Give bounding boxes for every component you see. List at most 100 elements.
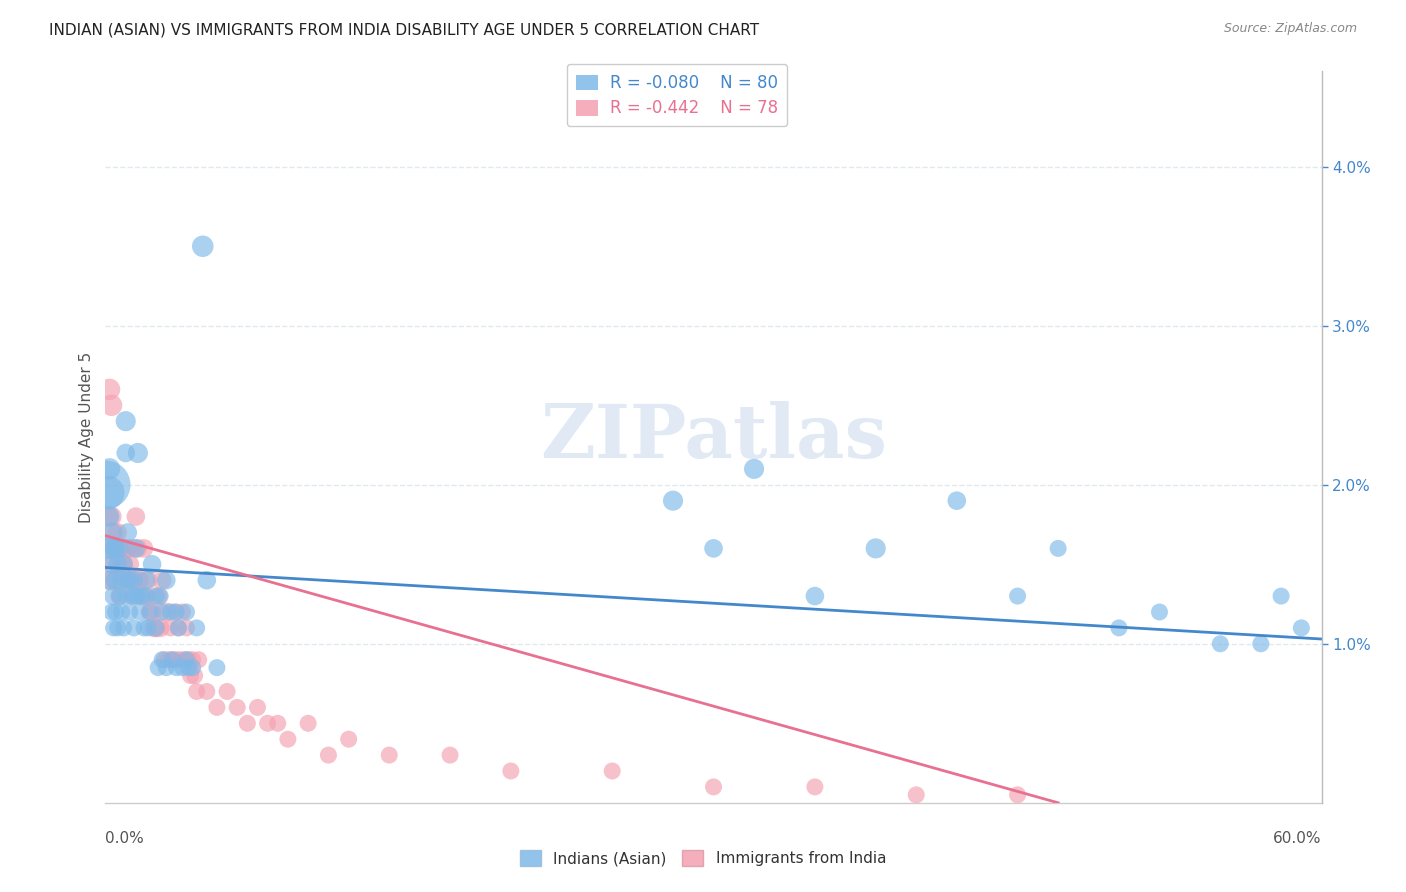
Text: Source: ZipAtlas.com: Source: ZipAtlas.com [1223, 22, 1357, 36]
Point [114, 446, 136, 460]
Point [177, 653, 200, 667]
Point [180, 668, 202, 682]
Point [111, 558, 134, 572]
Point [118, 573, 141, 587]
Point [98, 383, 121, 397]
Point [378, 748, 401, 763]
Point [186, 621, 208, 635]
Point [135, 589, 157, 603]
Point [117, 573, 139, 587]
Point [111, 573, 134, 587]
Point [136, 621, 159, 635]
Point [146, 660, 169, 674]
Point [103, 589, 125, 603]
Point [865, 541, 887, 556]
Point [117, 541, 139, 556]
Point [127, 573, 149, 587]
Point [114, 589, 136, 603]
Point [125, 509, 148, 524]
Point [205, 700, 228, 714]
Point [187, 653, 209, 667]
Point [702, 541, 725, 556]
Point [195, 684, 218, 698]
Point [191, 239, 214, 253]
Point [121, 573, 143, 587]
Point [100, 558, 122, 572]
Point [131, 589, 153, 603]
Point [600, 764, 623, 778]
Point [96, 485, 118, 500]
Point [159, 621, 181, 635]
Point [107, 621, 129, 635]
Point [112, 558, 135, 572]
Point [125, 589, 148, 603]
Point [108, 589, 131, 603]
Point [112, 621, 135, 635]
Point [804, 589, 827, 603]
Point [439, 748, 461, 763]
Point [98, 573, 121, 587]
Point [1291, 621, 1313, 635]
Point [141, 558, 163, 572]
Point [111, 605, 134, 619]
Point [165, 605, 187, 619]
Point [127, 541, 149, 556]
Point [169, 653, 191, 667]
Point [167, 621, 190, 635]
Point [107, 525, 129, 540]
Point [945, 493, 967, 508]
Point [107, 558, 129, 572]
Point [1007, 589, 1029, 603]
Point [153, 653, 176, 667]
Point [742, 462, 765, 476]
Point [96, 509, 118, 524]
Point [107, 558, 129, 572]
Point [104, 541, 127, 556]
Point [205, 660, 228, 674]
Point [103, 621, 125, 635]
Point [1149, 605, 1171, 619]
Point [96, 541, 118, 556]
Point [122, 573, 145, 587]
Legend: Indians (Asian), Immigrants from India: Indians (Asian), Immigrants from India [512, 842, 894, 873]
Point [162, 653, 184, 667]
Point [246, 700, 269, 714]
Point [297, 716, 319, 731]
Point [114, 414, 136, 428]
Point [183, 668, 205, 682]
Point [1209, 637, 1232, 651]
Point [186, 684, 208, 698]
Point [122, 589, 145, 603]
Point [176, 621, 198, 635]
Point [131, 589, 153, 603]
Point [150, 573, 173, 587]
Point [157, 653, 180, 667]
Point [108, 541, 131, 556]
Text: 0.0%: 0.0% [105, 831, 145, 846]
Point [905, 788, 928, 802]
Point [112, 541, 135, 556]
Point [149, 621, 172, 635]
Point [176, 653, 198, 667]
Point [98, 462, 121, 476]
Point [143, 621, 166, 635]
Point [135, 573, 157, 587]
Point [172, 605, 194, 619]
Point [172, 660, 194, 674]
Point [165, 660, 187, 674]
Point [177, 660, 200, 674]
Point [104, 541, 127, 556]
Point [226, 700, 249, 714]
Point [662, 493, 685, 508]
Text: INDIAN (ASIAN) VS IMMIGRANTS FROM INDIA DISABILITY AGE UNDER 5 CORRELATION CHART: INDIAN (ASIAN) VS IMMIGRANTS FROM INDIA … [49, 22, 759, 37]
Point [135, 589, 157, 603]
Point [1007, 788, 1029, 802]
Point [1108, 621, 1130, 635]
Point [181, 660, 204, 674]
Point [217, 684, 239, 698]
Point [104, 605, 127, 619]
Point [181, 653, 204, 667]
Point [118, 605, 141, 619]
Point [139, 605, 162, 619]
Text: 60.0%: 60.0% [1274, 831, 1322, 846]
